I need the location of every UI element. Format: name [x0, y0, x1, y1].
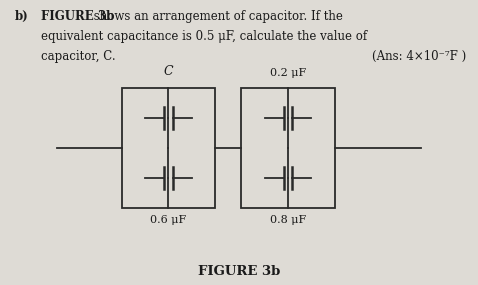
Bar	[241, 88, 335, 208]
Text: capacitor, C.: capacitor, C.	[41, 50, 115, 63]
Text: 0.8 μF: 0.8 μF	[270, 215, 306, 225]
Text: (Ans: 4×10⁻⁷F ): (Ans: 4×10⁻⁷F )	[372, 50, 466, 63]
Text: C: C	[163, 65, 174, 78]
Text: FIGURE 3b: FIGURE 3b	[41, 10, 114, 23]
Text: 0.6 μF: 0.6 μF	[151, 215, 186, 225]
Bar	[122, 88, 215, 208]
Text: equivalent capacitance is 0.5 μF, calculate the value of: equivalent capacitance is 0.5 μF, calcul…	[41, 30, 367, 43]
Text: shows an arrangement of capacitor. If the: shows an arrangement of capacitor. If th…	[90, 10, 343, 23]
Text: FIGURE 3b: FIGURE 3b	[198, 265, 280, 278]
Text: b): b)	[14, 10, 28, 23]
Text: 0.2 μF: 0.2 μF	[270, 68, 306, 78]
